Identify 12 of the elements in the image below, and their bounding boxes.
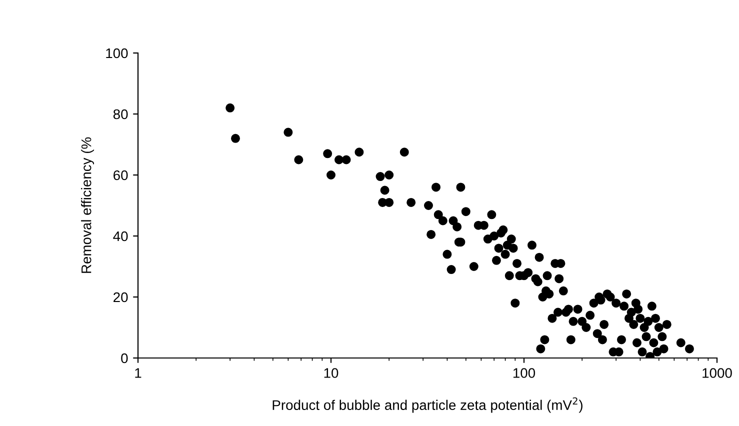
x-tick-label: 1000 [702, 368, 732, 378]
y-tick-label: 20 [114, 292, 128, 302]
y-tick-label: 0 [121, 353, 128, 364]
y-tick-label: 60 [114, 170, 128, 180]
x-tick-label: 10 [324, 368, 338, 378]
x-axis-title: Product of bubble and particle zeta potential (mV$^{2}$) [272, 397, 582, 413]
y-tick-label: 40 [113, 231, 128, 242]
x-tick-label: 100 [513, 368, 536, 378]
x-tick-label: 1 [135, 368, 142, 378]
y-tick-label: 100 [106, 48, 128, 58]
y-axis-title: Removal efficiency (% [81, 137, 94, 273]
y-tick-label: 80 [113, 109, 128, 120]
